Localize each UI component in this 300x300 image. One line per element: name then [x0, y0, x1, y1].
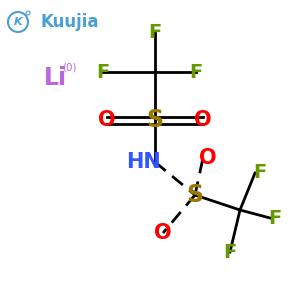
Text: S: S [146, 108, 164, 132]
Text: F: F [268, 208, 282, 227]
Text: O: O [154, 223, 172, 243]
Text: (0): (0) [62, 63, 76, 73]
Text: Li: Li [44, 66, 67, 90]
Text: O: O [199, 148, 217, 168]
Text: S: S [186, 183, 204, 207]
Text: F: F [148, 23, 162, 43]
Text: F: F [254, 164, 267, 182]
Text: HN: HN [126, 152, 160, 172]
Text: K: K [14, 17, 22, 27]
Text: O: O [194, 110, 212, 130]
Text: F: F [96, 62, 110, 82]
Text: Kuujia: Kuujia [40, 13, 98, 31]
Text: O: O [98, 110, 116, 130]
Text: F: F [224, 242, 237, 262]
Text: F: F [189, 62, 203, 82]
